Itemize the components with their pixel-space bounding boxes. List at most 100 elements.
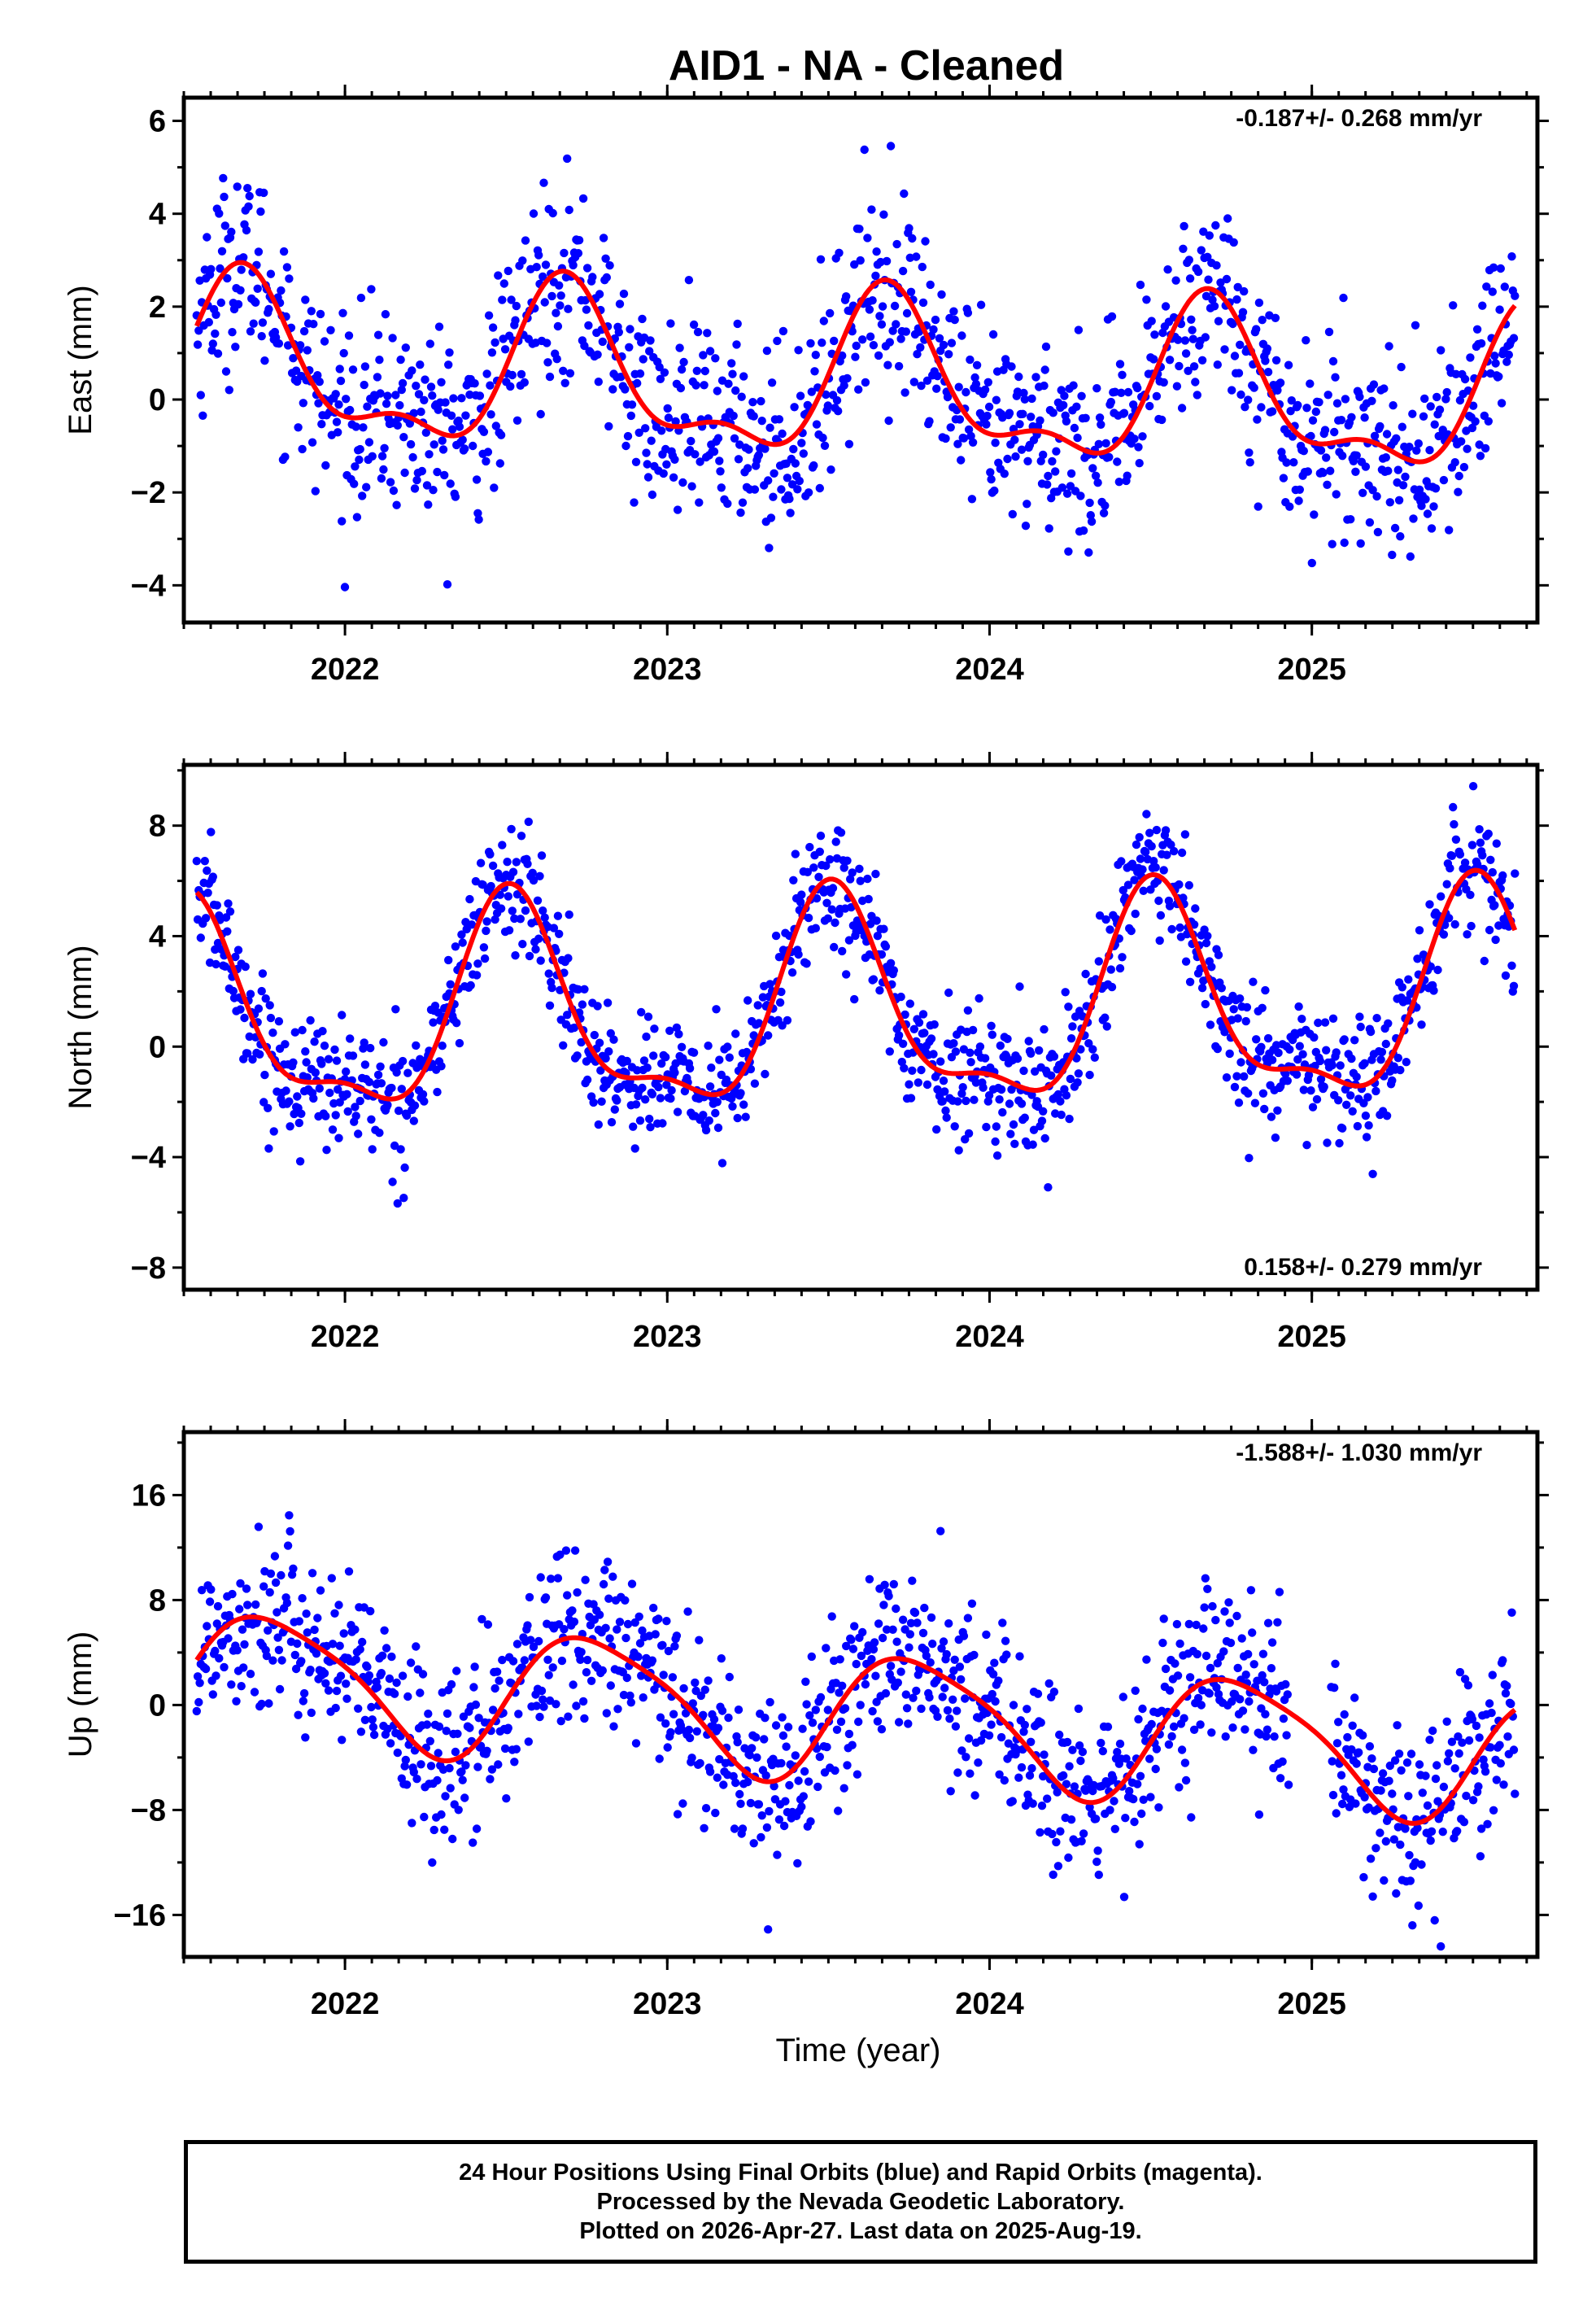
north-point: [261, 994, 270, 1003]
up-rate-label: -1.588+/- 1.030 mm/yr: [1236, 1439, 1482, 1466]
up-point: [1405, 1850, 1414, 1860]
up-point: [701, 1804, 711, 1813]
north-point: [467, 920, 477, 929]
east-point: [1322, 453, 1331, 462]
up-point: [1397, 1766, 1406, 1775]
east-point: [1475, 440, 1484, 449]
east-point: [656, 374, 665, 383]
north-point: [534, 934, 543, 943]
north-point: [264, 1144, 273, 1153]
east-point: [1230, 352, 1240, 360]
east-point: [299, 399, 307, 408]
north-point: [804, 913, 813, 923]
up-point: [905, 1643, 914, 1652]
north-point: [1267, 1112, 1276, 1121]
up-point: [197, 1586, 207, 1595]
north-point: [412, 1041, 421, 1050]
up-point: [500, 1744, 510, 1754]
up-point: [193, 1672, 203, 1681]
north-point: [257, 986, 266, 996]
up-point: [526, 1636, 535, 1644]
north-point: [1460, 858, 1470, 867]
north-point: [207, 828, 216, 836]
north-point: [246, 989, 255, 998]
up-point: [262, 1651, 272, 1661]
north-point: [298, 1025, 307, 1035]
east-point: [494, 271, 503, 280]
east-point: [461, 411, 470, 420]
north-point: [900, 1010, 909, 1020]
north-point: [479, 943, 489, 952]
east-point: [894, 361, 904, 371]
east-point: [1184, 255, 1194, 264]
north-point: [582, 1075, 592, 1085]
up-point: [512, 1640, 522, 1649]
up-point: [668, 1673, 678, 1682]
north-point: [285, 1097, 294, 1106]
north-point: [321, 1112, 330, 1120]
up-point: [310, 1625, 319, 1635]
east-point: [843, 373, 852, 383]
east-point: [705, 347, 715, 356]
east-point: [645, 347, 654, 356]
up-point: [355, 1644, 364, 1654]
north-point: [555, 929, 564, 939]
north-point: [1356, 1022, 1365, 1032]
east-point: [777, 485, 786, 494]
east-point: [1097, 420, 1105, 429]
north-point: [508, 906, 517, 915]
north-point: [1501, 971, 1511, 980]
up-point: [1350, 1693, 1359, 1702]
east-point: [852, 341, 861, 351]
up-point: [962, 1753, 970, 1762]
east-point: [646, 336, 655, 345]
up-point: [627, 1579, 637, 1588]
north-point: [715, 1055, 724, 1064]
east-point: [823, 401, 832, 410]
up-point: [277, 1570, 286, 1580]
north-point: [741, 1112, 750, 1121]
up-point: [257, 1699, 266, 1709]
north-point: [836, 828, 846, 837]
east-point: [1117, 388, 1126, 397]
north-point: [1027, 1049, 1036, 1059]
up-x-axis-label: Time (year): [776, 2033, 941, 2068]
up-point: [1367, 1754, 1376, 1763]
east-point: [885, 338, 895, 347]
up-point: [797, 1802, 806, 1811]
east-point: [1048, 456, 1057, 466]
up-point: [1426, 1836, 1435, 1845]
up-point: [1368, 1892, 1377, 1901]
east-point: [1205, 231, 1214, 240]
up-point: [609, 1722, 618, 1731]
up-point: [823, 1705, 832, 1714]
north-point: [1084, 1039, 1093, 1048]
up-point: [1137, 1809, 1146, 1819]
east-point: [1504, 350, 1514, 360]
north-point: [1484, 829, 1494, 838]
north-plot-frame: [181, 762, 1540, 1292]
east-point: [207, 264, 216, 273]
up-point: [832, 1725, 842, 1734]
east-point: [553, 321, 563, 331]
north-point: [1342, 1100, 1351, 1110]
up-point: [933, 1712, 942, 1721]
east-point: [673, 505, 682, 514]
north-point: [642, 1032, 651, 1042]
east-point: [703, 329, 712, 338]
up-point: [537, 1686, 547, 1696]
north-point: [958, 1083, 967, 1092]
up-point: [242, 1584, 251, 1593]
east-point: [233, 299, 243, 309]
up-point: [785, 1780, 794, 1790]
up-point: [1408, 1921, 1417, 1930]
up-point: [290, 1650, 299, 1660]
north-point: [1449, 802, 1458, 812]
up-point: [1417, 1860, 1426, 1869]
up-point: [482, 1746, 491, 1755]
north-point: [962, 1096, 970, 1106]
up-x-tick-label: 2022: [311, 1987, 380, 2021]
north-point: [1155, 936, 1164, 946]
up-point: [761, 1714, 770, 1723]
north-point: [265, 1001, 274, 1010]
